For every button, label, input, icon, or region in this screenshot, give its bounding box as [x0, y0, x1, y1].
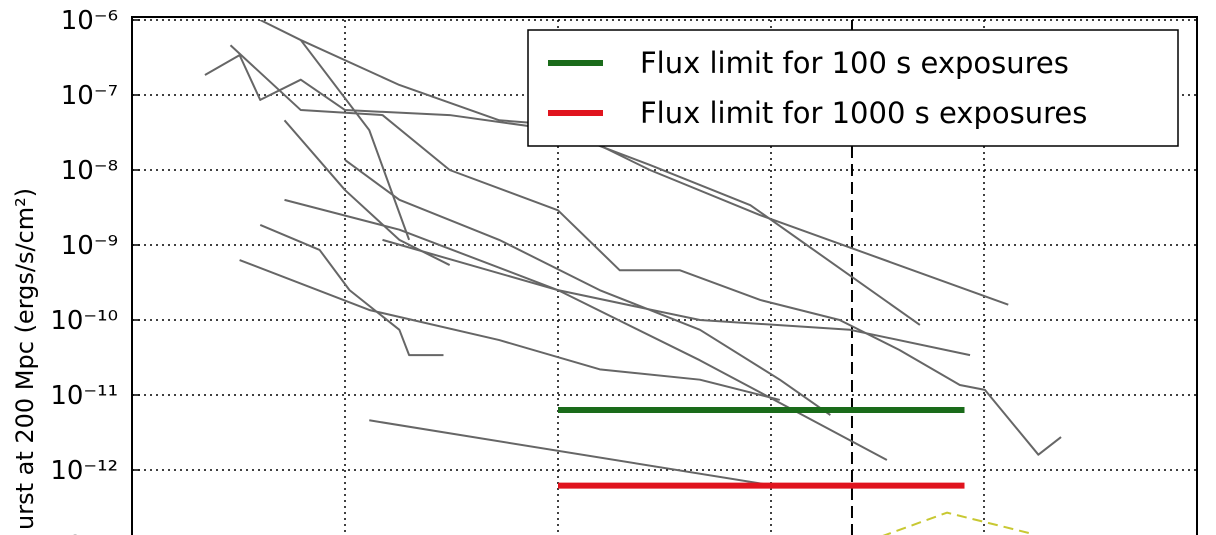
legend-box	[527, 29, 1179, 147]
y-tick-label: 10⁻⁶	[61, 6, 118, 36]
series-line	[239, 259, 781, 401]
plot-area	[204, 20, 1062, 535]
y-tick-label: 10⁻⁷	[61, 81, 118, 111]
series-line	[259, 224, 444, 357]
series-line	[284, 198, 888, 461]
y-axis-label: urst at 200 Mpc (ergs/s/cm²)	[11, 188, 39, 530]
legend-label: Flux limit for 1000 s exposures	[640, 96, 1087, 130]
y-tick-label: 10⁻⁹	[61, 231, 118, 261]
y-tick-label: 10⁻¹⁰	[50, 306, 118, 336]
series-line	[382, 238, 971, 357]
y-tick-label: 10⁻¹²	[50, 456, 118, 486]
series-line	[283, 119, 451, 266]
series-line	[204, 54, 921, 326]
series-line	[369, 419, 771, 487]
series-line	[229, 44, 1062, 456]
legend-label: Flux limit for 100 s exposures	[640, 46, 1069, 80]
series-line	[882, 511, 1034, 535]
y-tick-label: 10⁻¹¹	[50, 381, 118, 411]
y-tick-label: 10⁻⁸	[61, 156, 118, 186]
series-line	[344, 159, 831, 416]
y-tick-label: 10⁻¹³	[50, 531, 118, 535]
series-line	[299, 39, 411, 241]
plot-frame	[131, 16, 1198, 535]
